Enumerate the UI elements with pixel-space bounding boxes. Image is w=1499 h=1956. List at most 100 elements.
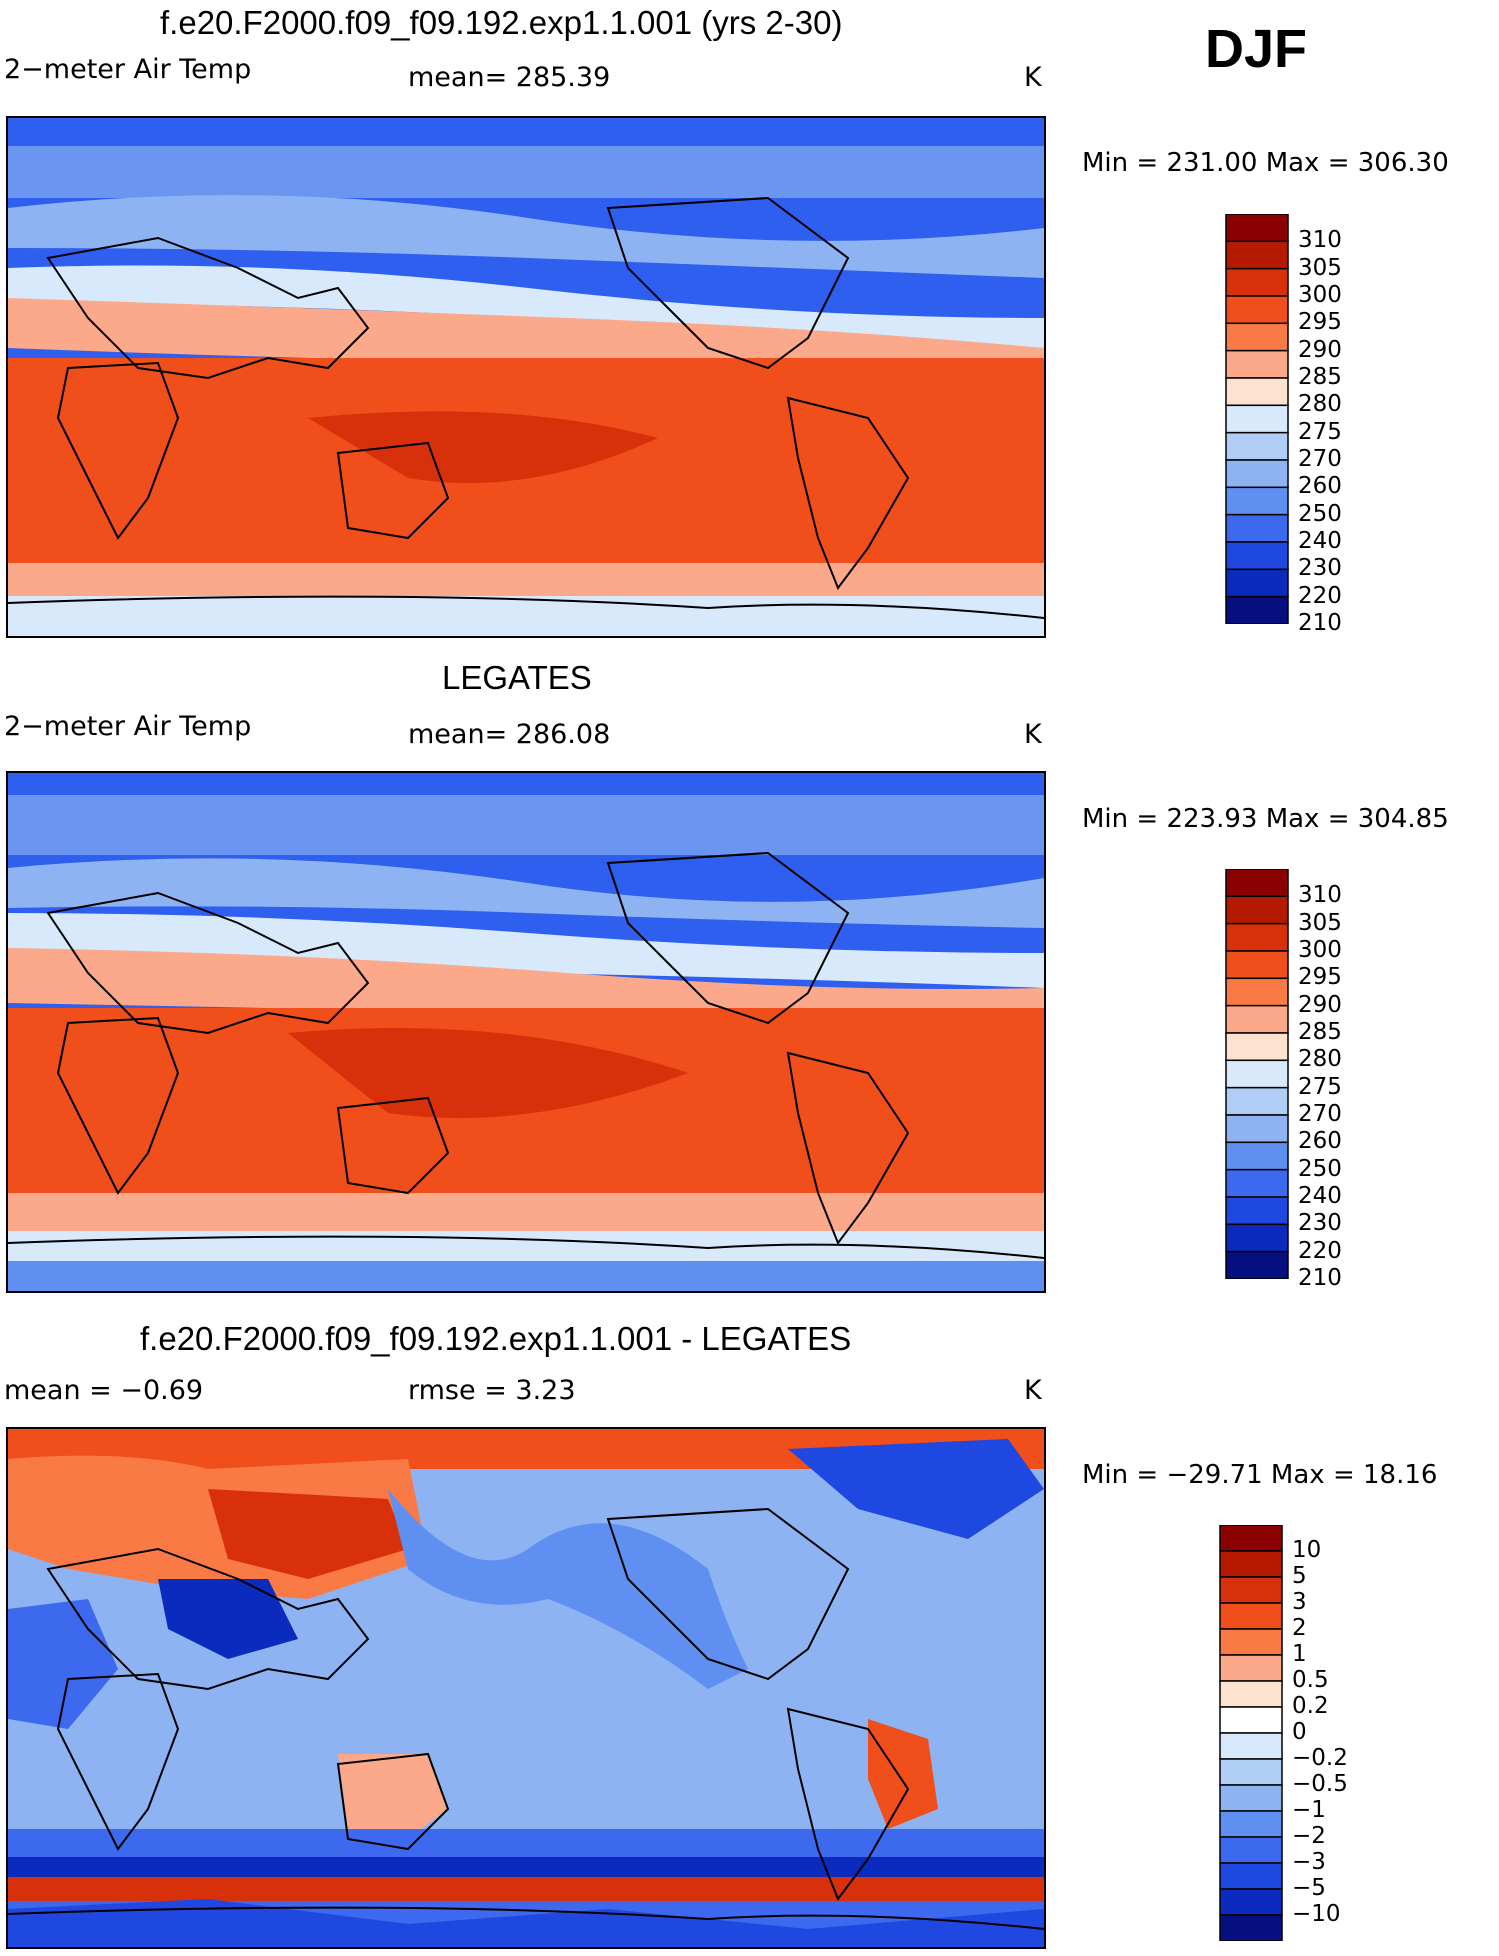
colorbar-swatch [1219, 1524, 1283, 1552]
band-nh-high [8, 195, 1044, 278]
colorbar-swatch [1219, 1654, 1283, 1682]
colorbar-tick-label: 5 [1292, 1563, 1307, 1589]
panel-1-title: f.e20.F2000.f09_f09.192.exp1.1.001 (yrs … [160, 4, 843, 41]
colorbar-swatch [1219, 1628, 1283, 1656]
africa-outline [56, 361, 180, 540]
colorbar-swatch [1225, 1086, 1289, 1116]
panel-1-units: K [1024, 62, 1042, 93]
colorbar-swatch [1225, 513, 1289, 543]
colorbar-tick-label: 270 [1298, 1101, 1342, 1127]
panel-3-mean-label: mean = −0.69 [4, 1375, 204, 1406]
band-arctic [8, 795, 1044, 855]
colorbar-swatch [1225, 1250, 1289, 1280]
colorbar-swatch [1225, 568, 1289, 598]
colorbar-swatch [1225, 1004, 1289, 1034]
panel-2-map [6, 771, 1046, 1293]
panel-1-colorbar: 310 305 300 295 290 285 280 275 270 260 250 240 230 2… [1224, 213, 1384, 636]
band-nh-mid [8, 948, 1044, 1023]
band-antarctic [8, 1261, 1044, 1291]
panel-1-map [6, 116, 1046, 638]
panel-3-map [6, 1427, 1046, 1949]
colorbar-swatch [1225, 1141, 1289, 1171]
colorbar-tick-label: 295 [1298, 964, 1342, 991]
band-southern-ocean-warm [8, 1877, 1044, 1903]
panel-1-mean-label: mean= 285.39 [408, 62, 611, 93]
colorbar-swatch [1219, 1836, 1283, 1864]
north-america-outline [606, 196, 850, 370]
panel-2-minmax: Min = 223.93 Max = 304.85 [1082, 804, 1449, 834]
australia-outline [336, 1752, 450, 1851]
colorbar-tick-label: 250 [1298, 500, 1342, 527]
australia-outline [336, 1096, 450, 1195]
band-nh-cold [8, 913, 1044, 988]
colorbar-tick-label: 260 [1298, 1128, 1342, 1155]
colorbar-tick-label: 240 [1298, 528, 1342, 554]
south-america-outline [786, 396, 910, 591]
colorbar-tick-label: −3 [1292, 1849, 1326, 1875]
australia-outline [336, 441, 450, 540]
colorbar-swatch [1225, 404, 1289, 434]
panel-1-colorbar-swatches [1225, 213, 1289, 625]
colorbar-swatch [1225, 295, 1289, 325]
siberia-warm-anomaly [208, 1489, 408, 1579]
colorbar-tick-label: 280 [1298, 391, 1342, 418]
colorbar-tick-label: −5 [1292, 1875, 1326, 1901]
north-america-outline [606, 851, 850, 1025]
colorbar-tick-label: 275 [1298, 418, 1342, 445]
colorbar-tick-label: 290 [1298, 991, 1342, 1018]
band-southern-ocean-2 [8, 1857, 1044, 1879]
colorbar-swatch [1219, 1680, 1283, 1708]
panel-2-map-svg [8, 773, 1044, 1291]
colorbar-swatch [1225, 1114, 1289, 1144]
colorbar-tick-label: 305 [1298, 254, 1342, 281]
colorbar-tick-label: 305 [1298, 909, 1342, 936]
colorbar-tick-label: 275 [1298, 1073, 1342, 1100]
colorbar-swatch [1225, 950, 1289, 980]
panel-2-colorbar: 310 305 300 295 290 285 280 275 270 260 250 240 230 2… [1224, 868, 1384, 1291]
colorbar-tick-label: 310 [1298, 882, 1342, 909]
south-america-outline [786, 1051, 910, 1246]
colorbar-tick-label: 230 [1298, 1210, 1342, 1237]
colorbar-swatch [1225, 1059, 1289, 1089]
pacific-rim-cold [388, 1489, 748, 1689]
africa-outline [56, 1672, 180, 1851]
colorbar-swatch [1225, 1223, 1289, 1253]
australia-anomaly [338, 1754, 448, 1839]
colorbar-swatch [1225, 431, 1289, 461]
colorbar-swatch [1219, 1550, 1283, 1578]
antarctica-outline [8, 595, 1044, 619]
colorbar-swatch [1225, 349, 1289, 379]
eurasia-outline [46, 236, 370, 380]
colorbar-tick-label: 310 [1298, 227, 1342, 254]
season-label: DJF [1205, 19, 1308, 79]
band-nh-high [8, 858, 1044, 928]
band-southern-ocean-1 [8, 1829, 1044, 1859]
band-sh-cold [8, 596, 1044, 636]
colorbar-swatch [1219, 1888, 1283, 1916]
colorbar-swatch [1225, 377, 1289, 407]
colorbar-swatch [1219, 1758, 1283, 1786]
eurasia-outline [46, 1547, 370, 1691]
colorbar-tick-label: 250 [1298, 1155, 1342, 1182]
colorbar-tick-label: 240 [1298, 1183, 1342, 1209]
colorbar-tick-label: 0.2 [1292, 1693, 1329, 1719]
colorbar-swatch [1225, 267, 1289, 297]
colorbar-tick-label: 290 [1298, 336, 1342, 363]
colorbar-swatch [1225, 1168, 1289, 1198]
colorbar-tick-label: 295 [1298, 309, 1342, 336]
colorbar-tick-label: 210 [1298, 610, 1342, 636]
panel-3-title: f.e20.F2000.f09_f09.192.exp1.1.001 - LEG… [140, 1320, 852, 1357]
colorbar-swatch [1225, 895, 1289, 925]
panel-3-rmse-label: rmse = 3.23 [408, 1375, 576, 1406]
colorbar-tick-label: 280 [1298, 1046, 1342, 1073]
colorbar-swatch [1225, 977, 1289, 1007]
colorbar-swatch [1225, 595, 1289, 625]
eurasia-outline [46, 891, 370, 1035]
colorbar-swatch [1225, 541, 1289, 571]
colorbar-swatch [1219, 1914, 1283, 1942]
panel-2-mean-label: mean= 286.08 [408, 719, 611, 750]
colorbar-tick-label: 285 [1298, 364, 1342, 390]
africa-outline [56, 1016, 180, 1195]
colorbar-tick-label: −0.2 [1292, 1745, 1348, 1771]
antarctica-outline [8, 1235, 1044, 1259]
